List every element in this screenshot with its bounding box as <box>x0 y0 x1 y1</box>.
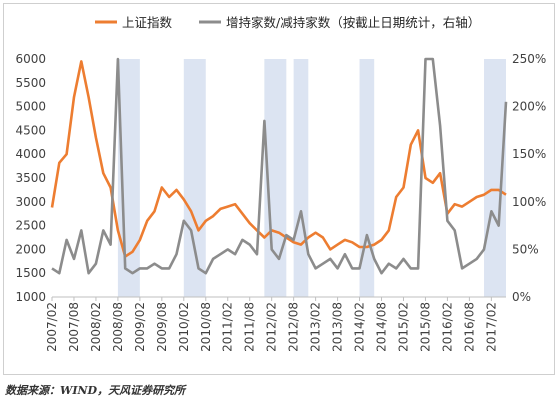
x-tick-label: 2009/02 <box>133 302 147 352</box>
y-right-tick-label: 200% <box>512 100 546 114</box>
x-tick-label: 2011/02 <box>221 302 235 352</box>
y-right-tick-label: 50% <box>512 242 539 256</box>
x-tick-label: 2009/08 <box>155 302 169 352</box>
x-tick-label: 2011/08 <box>243 302 257 352</box>
y-right-tick-label: 150% <box>512 147 546 161</box>
x-tick-label: 2016/08 <box>462 302 476 352</box>
x-tick-label: 2012/08 <box>287 302 301 352</box>
legend-label-series-2: 增持家数/减持家数（按截止日期统计，右轴） <box>226 15 480 30</box>
chart-frame: 1000 1500 2000 2500 3000 3500 4000 4500 5000 5500… <box>3 3 555 375</box>
source-note: 数据来源：WIND，天风证券研究所 <box>5 384 186 397</box>
x-tick-label: 2013/02 <box>309 302 323 352</box>
x-tick-label: 2008/08 <box>111 302 125 352</box>
y-left-tick-label: 3500 <box>15 171 46 185</box>
x-tick-label: 2015/02 <box>396 302 410 352</box>
y-left-tick-label: 2000 <box>15 242 46 256</box>
series-line-2 <box>51 57 508 275</box>
x-tick-label: 2017/02 <box>484 302 498 352</box>
x-tick-label: 2012/02 <box>265 302 279 352</box>
y-right-tick-label: 100% <box>512 195 546 209</box>
y-left-tick-label: 1000 <box>15 290 46 304</box>
x-tick-label: 2010/08 <box>199 302 213 352</box>
y-left-tick-label: 1500 <box>15 266 46 280</box>
shaded-period-2 <box>183 59 206 297</box>
y-left-tick-label: 2500 <box>15 219 46 233</box>
chart: 1000 1500 2000 2500 3000 3500 4000 4500 5000 5500… <box>15 15 546 352</box>
x-tick-label: 2008/02 <box>89 302 103 352</box>
shaded-period-6 <box>484 59 506 297</box>
x-tick-label: 2013/08 <box>331 302 345 352</box>
legend-label-series-1: 上证指数 <box>122 15 173 30</box>
x-tick-label: 2015/08 <box>418 302 432 352</box>
x-tick-label: 2014/02 <box>353 302 367 352</box>
shaded-period-5 <box>359 59 375 297</box>
shaded-period-4 <box>293 59 309 297</box>
legend: 上证指数 增持家数/减持家数（按截止日期统计，右轴） <box>95 15 480 30</box>
x-tick-label: 2007/02 <box>45 302 59 352</box>
y-left-tick-label: 5000 <box>15 100 46 114</box>
x-tick-label: 2016/02 <box>440 302 454 352</box>
y-left-tick-label: 6000 <box>15 52 46 66</box>
series-lines <box>50 57 508 275</box>
y-right-tick-label: 0% <box>512 290 531 304</box>
y-left-tick-label: 4500 <box>15 123 46 137</box>
y-left-tick-label: 3000 <box>15 195 46 209</box>
x-tick-label: 2014/08 <box>375 302 389 352</box>
y-right-tick-label: 250% <box>512 52 546 66</box>
y-left-tick-label: 5500 <box>15 76 46 90</box>
axes: 1000 1500 2000 2500 3000 3500 4000 4500 5000 5500… <box>15 52 546 352</box>
series-line-1 <box>50 60 507 258</box>
x-tick-label: 2010/02 <box>177 302 191 352</box>
y-left-tick-label: 4000 <box>15 147 46 161</box>
x-tick-label: 2007/08 <box>67 302 81 352</box>
